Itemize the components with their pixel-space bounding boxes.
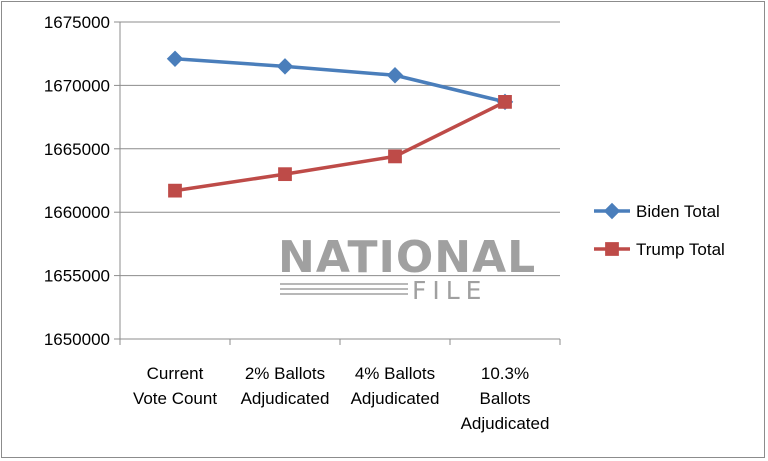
data-point — [166, 50, 184, 67]
y-tick-label: 1660000 — [44, 203, 110, 222]
series-line — [174, 57, 506, 104]
data-point — [168, 183, 182, 198]
x-category-label: Current Vote Count — [133, 364, 217, 408]
y-tick-label: 1675000 — [44, 13, 110, 32]
x-category-label-line: Current — [147, 364, 204, 383]
x-category-label-line: Ballots — [479, 389, 530, 408]
x-category-label-line: Adjudicated — [461, 414, 550, 433]
x-category-label-line: 4% Ballots — [355, 364, 435, 383]
y-tick-label: 1650000 — [44, 330, 110, 349]
x-category-label: 2% Ballots Adjudicated — [241, 364, 330, 408]
data-point — [388, 149, 402, 164]
series-line — [174, 100, 506, 193]
y-axis-ticks: 1650000 1655000 1660000 1665000 1670000 16750… — [44, 13, 120, 349]
watermark-line2: FILE — [412, 276, 487, 305]
x-category-label-line: Adjudicated — [351, 389, 440, 408]
y-tick-label: 1670000 — [44, 76, 110, 95]
legend-label: Trump Total — [636, 240, 725, 259]
legend: Biden Total Trump Total — [594, 202, 725, 259]
series-biden-total — [166, 50, 514, 111]
data-point — [278, 167, 292, 182]
y-tick-label: 1665000 — [44, 140, 110, 159]
legend-marker — [603, 202, 621, 220]
legend-marker — [605, 242, 619, 256]
data-point — [498, 95, 512, 109]
data-point — [276, 58, 294, 75]
legend-label: Biden Total — [636, 202, 720, 221]
x-category-label: 4% Ballots Adjudicated — [351, 364, 440, 408]
legend-item: Trump Total — [594, 240, 725, 259]
x-category-label: 10.3% Ballots Adjudicated — [461, 364, 550, 433]
series-trump-total — [168, 95, 512, 198]
legend-item: Biden Total — [594, 202, 720, 221]
axes — [119, 22, 561, 345]
x-category-label-line: Vote Count — [133, 389, 217, 408]
x-category-label-line: 2% Ballots — [245, 364, 325, 383]
watermark-line1: NATIONAL — [278, 232, 536, 283]
y-tick-label: 1655000 — [44, 267, 110, 286]
series-layer — [166, 50, 514, 198]
data-point — [386, 67, 404, 84]
x-category-label-line: Adjudicated — [241, 389, 330, 408]
x-category-label-line: 10.3% — [481, 364, 529, 383]
national-file-watermark: NATIONAL FILE — [278, 232, 536, 305]
